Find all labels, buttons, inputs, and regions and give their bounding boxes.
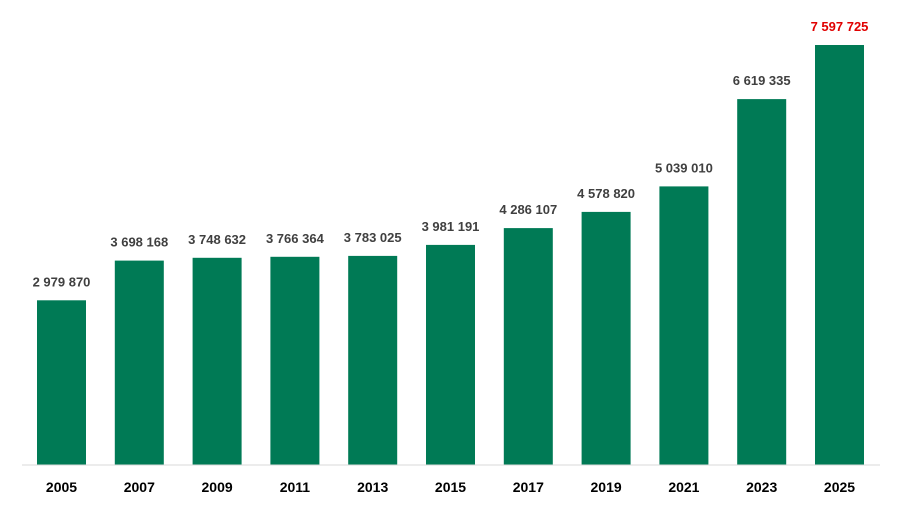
value-label-2017: 4 286 107 [499,202,557,217]
x-tick-label-2019: 2019 [591,479,622,495]
x-tick-label-2025: 2025 [824,479,855,495]
value-label-2009: 3 748 632 [188,232,246,247]
bar-2023 [737,99,787,465]
value-label-2015: 3 981 191 [422,219,480,234]
bar-2019 [581,211,631,465]
value-label-2023: 6 619 335 [733,73,791,88]
x-tick-label-2007: 2007 [124,479,155,495]
value-label-2011: 3 766 364 [266,231,325,246]
value-label-2019: 4 578 820 [577,186,635,201]
value-label-2013: 3 783 025 [344,230,402,245]
x-tick-label-2005: 2005 [46,479,77,495]
value-label-2021: 5 039 010 [655,160,713,175]
x-tick-label-2015: 2015 [435,479,466,495]
value-label-2005: 2 979 870 [33,274,91,289]
x-tick-label-2009: 2009 [202,479,233,495]
value-label-2025: 7 597 725 [811,19,869,34]
bar-2009 [192,257,242,465]
bars-group [37,45,864,465]
bar-2025 [815,45,864,465]
bar-2021 [659,186,709,465]
x-tick-label-2013: 2013 [357,479,388,495]
bar-2015 [426,244,475,465]
value-label-2007: 3 698 168 [110,235,168,250]
x-tick-label-2011: 2011 [280,479,311,495]
bar-2013 [348,255,398,465]
x-tick-label-2017: 2017 [513,479,544,495]
x-tick-label-2021: 2021 [668,479,699,495]
bar-2017 [503,228,553,465]
bar-2007 [114,260,164,465]
value-labels-group: 2 979 870 3 698 168 3 748 632 3 766 364 3 78… [33,19,869,289]
x-tick-labels-group: 2005 2007 2009 2011 2013 2015 2017 2019 2021 2023… [46,479,855,495]
x-tick-label-2023: 2023 [746,479,777,495]
bar-2005 [37,300,86,465]
bar-2011 [270,256,320,465]
